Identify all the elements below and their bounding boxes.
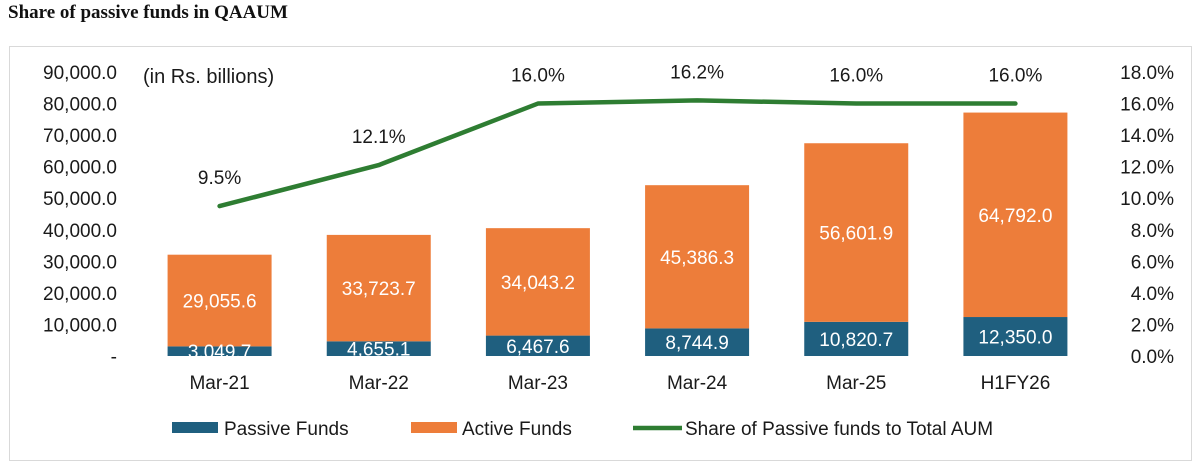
y-right-tick-label: 14.0% — [1120, 126, 1174, 147]
bar-passive-funds — [645, 328, 750, 356]
x-axis: Mar-21 Mar-22 Mar-23 Mar-24 Mar-25 H1FY26 — [189, 373, 1050, 394]
x-tick-label: H1FY26 — [981, 373, 1051, 394]
share-line-point — [377, 163, 381, 167]
y-right-tick-label: 8.0% — [1131, 221, 1174, 242]
bar-series: 3,049.7 29,055.6 4,655.1 33,723.7 6,467.6 34,… — [167, 112, 1068, 363]
x-tick-label: Mar-24 — [667, 373, 728, 394]
share-line — [217, 98, 1018, 209]
share-line-point — [1013, 102, 1017, 106]
y-right-tick-label: 18.0% — [1120, 63, 1174, 84]
y-left-tick-label: 10,000.0 — [43, 315, 117, 336]
data-label-passive: 10,820.7 — [819, 330, 893, 351]
y-left-tick-label: 50,000.0 — [43, 189, 117, 210]
chart-title: Share of passive funds in QAAUM — [8, 2, 288, 23]
legend-label-active: Active Funds — [462, 419, 572, 440]
x-tick-label: Mar-23 — [508, 373, 568, 394]
data-label-active: 56,601.9 — [819, 224, 893, 245]
data-label-active: 29,055.6 — [183, 292, 257, 313]
y-right-tick-label: 6.0% — [1131, 252, 1174, 273]
line-series: 9.5% 12.1% 16.0% 16.2% 16.0% 16.0% — [198, 62, 1042, 209]
y-right-tick-label: 16.0% — [1120, 95, 1174, 116]
y-left-tick-label: 90,000.0 — [43, 63, 117, 84]
share-line-point — [695, 98, 699, 102]
bar-passive-funds — [485, 335, 590, 356]
data-label-share: 12.1% — [352, 127, 406, 148]
legend-swatch-passive — [172, 422, 218, 433]
data-label-passive: 12,350.0 — [978, 328, 1052, 349]
y-right-tick-label: 4.0% — [1131, 284, 1174, 305]
data-label-passive: 3,049.7 — [188, 342, 251, 363]
chart-frame — [9, 46, 1192, 461]
bar-active-funds — [326, 234, 431, 342]
y-left-tick-label: 30,000.0 — [43, 252, 117, 273]
bar-passive-funds — [804, 321, 909, 356]
data-label-passive: 8,744.9 — [665, 333, 728, 354]
bar-active-funds — [963, 112, 1068, 318]
share-line-point — [536, 102, 540, 106]
bar-active-funds — [485, 228, 590, 336]
x-tick-label: Mar-21 — [189, 373, 249, 394]
y-right-tick-label: 0.0% — [1131, 347, 1174, 368]
y-right-tick-label: 2.0% — [1131, 315, 1174, 336]
bar-passive-funds — [326, 341, 431, 356]
x-tick-label: Mar-22 — [349, 373, 409, 394]
bar-active-funds — [645, 185, 750, 329]
bar-passive-funds — [963, 317, 1068, 356]
bar-active-funds — [804, 143, 909, 322]
y-right-tick-label: 10.0% — [1120, 189, 1174, 210]
data-label-passive: 6,467.6 — [506, 337, 569, 358]
y-left-axis: - 10,000.0 20,000.0 30,000.0 40,000.0 50,000.… — [43, 63, 117, 368]
legend: Passive Funds Active Funds Share of Passiv… — [172, 419, 993, 440]
data-label-share: 16.0% — [829, 66, 883, 87]
data-label-share: 16.2% — [670, 62, 724, 83]
data-label-active: 33,723.7 — [342, 279, 416, 300]
bar-passive-funds — [167, 346, 272, 356]
y-left-tick-label: 80,000.0 — [43, 95, 117, 116]
share-line-point — [854, 102, 858, 106]
data-label-active: 45,386.3 — [660, 248, 734, 269]
unit-note: (in Rs. billions) — [143, 66, 274, 88]
legend-label-share: Share of Passive funds to Total AUM — [685, 419, 993, 440]
legend-swatch-active — [411, 422, 457, 433]
y-left-tick-label: - — [111, 347, 117, 368]
data-label-share: 9.5% — [198, 168, 241, 189]
data-label-share: 16.0% — [988, 66, 1042, 87]
y-right-tick-label: 12.0% — [1120, 158, 1174, 179]
y-right-axis: 0.0% 2.0% 4.0% 6.0% 8.0% 10.0% 12.0% 14.0% 16.0%… — [1120, 63, 1174, 368]
share-line-point — [218, 204, 222, 208]
data-label-active: 34,043.2 — [501, 273, 575, 294]
data-label-active: 64,792.0 — [978, 206, 1052, 227]
y-left-tick-label: 70,000.0 — [43, 126, 117, 147]
data-label-passive: 4,655.1 — [347, 340, 410, 361]
y-left-tick-label: 60,000.0 — [43, 158, 117, 179]
legend-label-passive: Passive Funds — [224, 419, 349, 440]
y-left-tick-label: 40,000.0 — [43, 221, 117, 242]
x-tick-label: Mar-25 — [826, 373, 886, 394]
y-left-tick-label: 20,000.0 — [43, 284, 117, 305]
bar-active-funds — [167, 254, 272, 347]
data-label-share: 16.0% — [511, 66, 565, 87]
